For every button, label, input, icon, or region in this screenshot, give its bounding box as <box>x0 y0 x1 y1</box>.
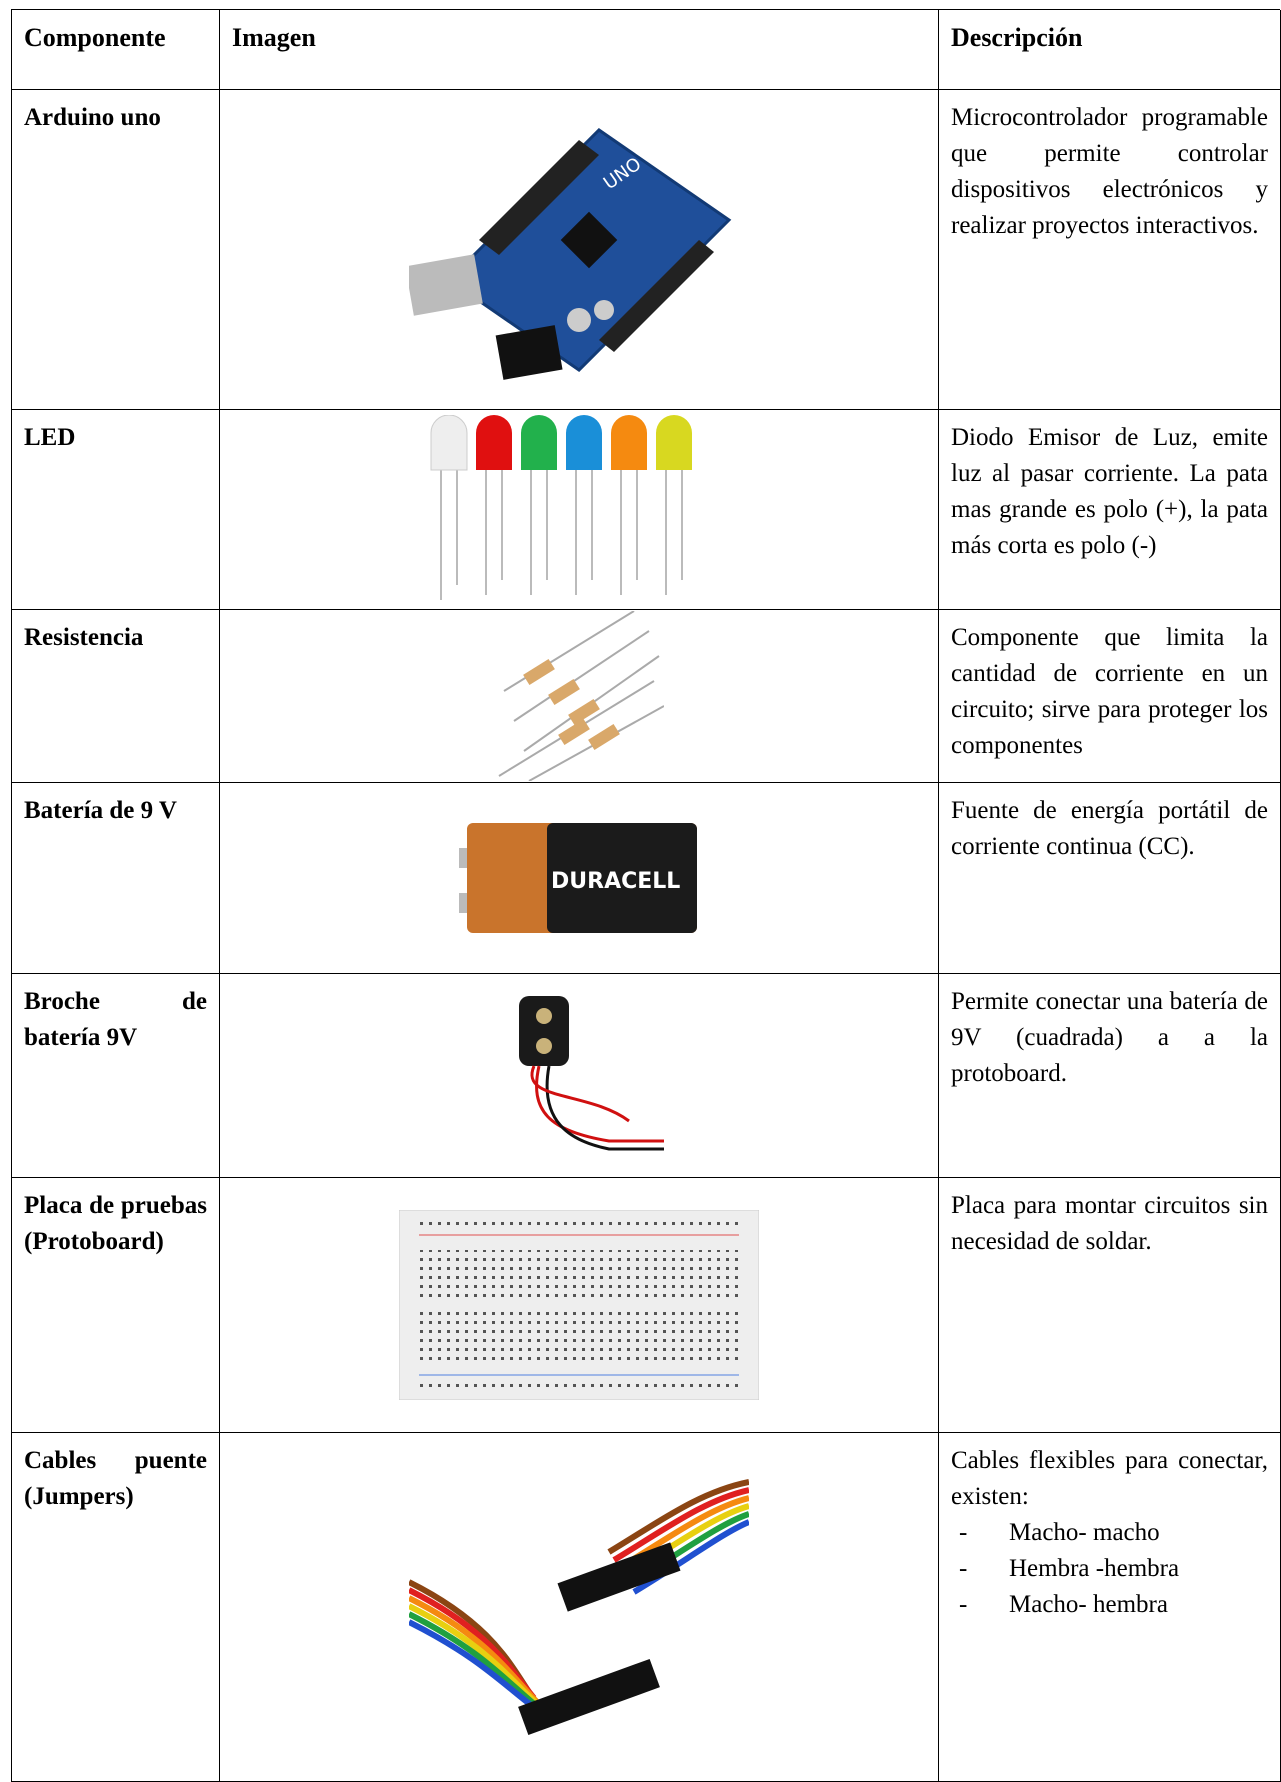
component-description: Diodo Emisor de Luz, emite luz al pasar … <box>939 410 1281 610</box>
component-description: Permite conectar una batería de 9V (cuad… <box>939 974 1281 1178</box>
image-cell <box>220 1433 939 1782</box>
component-name: Batería de 9 V <box>12 783 220 974</box>
arduino-image: UNO <box>409 127 732 380</box>
component-name: LED <box>12 410 220 610</box>
header-cell: Imagen <box>220 10 939 90</box>
breadboard-image <box>399 1210 759 1400</box>
list-item: Macho- hembra <box>951 1587 1268 1623</box>
svg-text:DURACELL: DURACELL <box>551 869 680 894</box>
image-cell <box>220 974 939 1178</box>
header-cell: Descripción <box>939 10 1281 90</box>
component-description: Componente que limita la cantidad de cor… <box>939 610 1281 783</box>
image-cell: UNO <box>220 90 939 410</box>
connector-list: Macho- macho Hembra -hembra Macho- hembr… <box>951 1515 1268 1623</box>
list-item: Hembra -hembra <box>951 1551 1268 1587</box>
header-cell: Componente <box>12 10 220 90</box>
resistor-image <box>498 611 664 781</box>
list-item: Macho- macho <box>951 1515 1268 1551</box>
component-name: Resistencia <box>12 610 220 783</box>
battery-image: DURACELL <box>459 823 697 933</box>
component-description: Placa para montar circuitos sin necesida… <box>939 1178 1281 1433</box>
component-name: Cables puente (Jumpers) <box>12 1433 220 1782</box>
image-cell <box>220 410 939 610</box>
component-name: Arduino uno <box>12 90 220 410</box>
component-name: Broche de batería 9V <box>12 974 220 1178</box>
image-cell <box>220 1178 939 1433</box>
image-cell: DURACELL <box>220 783 939 974</box>
component-description: Cables flexibles para conectar, existen:… <box>939 1433 1281 1782</box>
components-table: Componente Imagen Descripción Arduino un… <box>11 9 1281 1782</box>
component-description: Microcontrolador programable que permite… <box>939 90 1281 410</box>
component-description: Fuente de energía portátil de corriente … <box>939 783 1281 974</box>
jumper-image <box>409 1479 749 1736</box>
description-text: Cables flexibles para conectar, existen: <box>951 1447 1268 1510</box>
image-cell <box>220 610 939 783</box>
battery-clip-image <box>519 995 664 1150</box>
component-name: Placa de pruebas (Protoboard) <box>12 1178 220 1433</box>
led-image <box>430 414 692 600</box>
